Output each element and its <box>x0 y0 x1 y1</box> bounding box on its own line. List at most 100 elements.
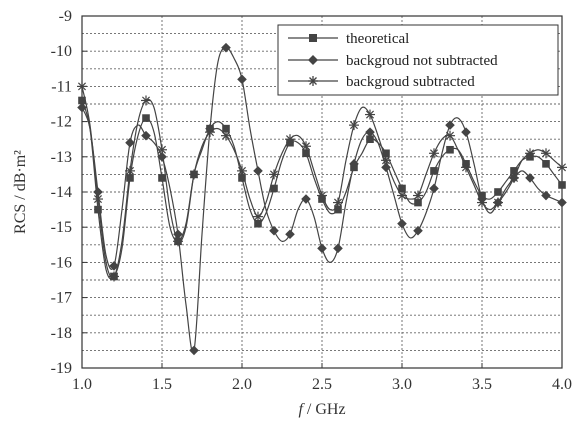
data-point-star <box>301 141 311 152</box>
y-tick-label: -12 <box>51 114 72 131</box>
data-point-diamond <box>397 218 407 229</box>
data-point-star <box>157 144 167 155</box>
data-point-square <box>494 188 502 196</box>
data-point-diamond <box>381 162 391 173</box>
data-point-diamond <box>77 102 87 113</box>
x-tick-label: 1.0 <box>72 376 92 393</box>
y-tick-label: -19 <box>51 360 72 377</box>
data-point-square <box>126 174 134 182</box>
data-point-diamond <box>253 166 263 176</box>
legend-entry-subtracted: backgroud subtracted <box>288 74 475 90</box>
legend-label-subtracted: backgroud subtracted <box>346 74 475 90</box>
legend-entry-theoretical: theoretical <box>288 31 409 47</box>
x-tick-label: 2.5 <box>312 376 332 393</box>
series-backgroud-subtracted <box>77 81 567 282</box>
x-tick-label: 3.0 <box>392 376 412 393</box>
data-point-diamond <box>141 130 151 141</box>
data-point-square <box>366 135 374 143</box>
data-point-star <box>253 211 263 222</box>
data-point-diamond <box>189 345 199 356</box>
data-point-square <box>254 219 262 228</box>
y-tick-label: -13 <box>51 149 72 166</box>
series-layer <box>77 42 567 356</box>
y-tick-label: -18 <box>51 325 72 342</box>
data-point-square <box>382 149 390 158</box>
legend-label-theoretical: theoretical <box>346 31 409 47</box>
data-point-star <box>413 190 423 201</box>
data-point-diamond <box>365 127 375 137</box>
data-point-star <box>173 236 183 247</box>
data-point-star <box>189 169 199 180</box>
data-point-square <box>510 167 518 175</box>
data-point-square <box>238 174 246 182</box>
data-point-square <box>270 184 278 193</box>
data-point-diamond <box>541 190 551 201</box>
data-point-star <box>557 162 567 173</box>
x-tick-label: 1.5 <box>152 376 172 393</box>
legend-label-not-subtracted: backgroud not subtracted <box>346 53 498 69</box>
data-point-diamond <box>349 159 359 169</box>
data-point-star <box>493 197 503 208</box>
legend-marker-square-icon <box>309 34 317 42</box>
data-point-square <box>158 174 166 182</box>
data-point-star <box>477 197 487 208</box>
data-point-square <box>446 145 454 154</box>
y-tick-label: -11 <box>51 78 72 95</box>
x-tick-label: 3.5 <box>472 376 492 393</box>
legend-marker-star-icon <box>308 76 318 86</box>
data-point-star <box>77 81 87 92</box>
data-point-star <box>509 172 519 183</box>
x-axis-label-unit: / GHz <box>303 401 346 418</box>
data-point-diamond <box>221 42 231 53</box>
x-axis-label: f / GHz <box>298 401 345 418</box>
data-point-diamond <box>285 229 295 240</box>
data-point-star <box>397 190 407 201</box>
data-point-star <box>237 165 247 176</box>
x-axis-label-symbol: f <box>298 401 305 418</box>
data-point-square <box>542 160 550 168</box>
y-tick-label: -16 <box>51 254 72 271</box>
data-point-square <box>302 149 310 158</box>
data-point-diamond <box>413 225 423 236</box>
data-point-diamond <box>429 183 439 194</box>
data-point-star <box>429 148 439 159</box>
y-tick-label: -17 <box>51 290 72 307</box>
y-tick-label: -15 <box>51 219 72 236</box>
data-point-square <box>78 96 86 105</box>
data-point-star <box>541 148 551 159</box>
data-point-diamond <box>157 152 167 162</box>
data-point-diamond <box>93 187 103 197</box>
y-tick-label: -9 <box>59 8 72 25</box>
y-axis-label: RCS / dB·m² <box>12 150 29 234</box>
data-point-diamond <box>317 243 327 254</box>
data-point-diamond <box>301 194 311 204</box>
y-tick-label: -14 <box>51 184 72 201</box>
data-point-star <box>461 162 471 173</box>
data-point-square <box>430 167 438 175</box>
data-point-diamond <box>557 197 567 208</box>
data-point-star <box>349 120 359 131</box>
data-point-star <box>205 127 215 138</box>
data-point-diamond <box>333 243 343 254</box>
data-point-square <box>222 124 230 133</box>
data-point-square <box>414 198 422 207</box>
data-point-square <box>142 114 150 122</box>
axis-ticks: 1.0 1.5 2.0 2.5 3.0 3.5 4.0 -9 -10 -11 -12 -13 -14 -1… <box>51 8 572 393</box>
data-point-star <box>317 190 327 201</box>
data-point-star <box>93 194 103 205</box>
data-point-star <box>445 130 455 141</box>
legend: theoretical backgroud not subtracted bac… <box>277 24 559 96</box>
legend-entry-not-subtracted: backgroud not subtracted <box>288 53 498 69</box>
data-point-star <box>365 109 375 120</box>
x-tick-label: 4.0 <box>552 376 572 393</box>
data-point-star <box>333 197 343 208</box>
data-point-diamond <box>525 173 535 183</box>
x-tick-label: 2.0 <box>232 376 252 393</box>
data-point-diamond <box>445 120 455 130</box>
data-point-diamond <box>125 137 135 148</box>
y-tick-label: -10 <box>51 43 72 60</box>
data-point-diamond <box>461 127 471 137</box>
data-point-star <box>269 169 279 180</box>
